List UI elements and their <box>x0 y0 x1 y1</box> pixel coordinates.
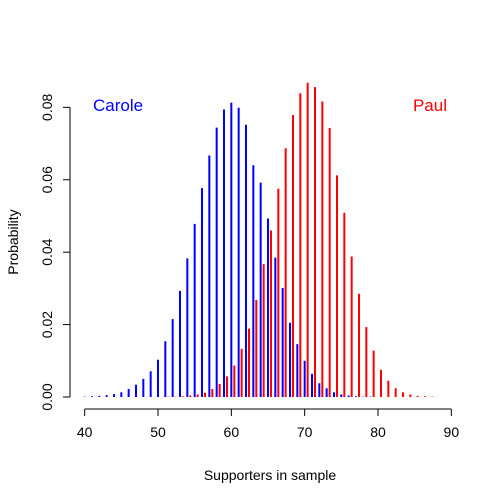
y-tick-label: 0.00 <box>39 383 55 410</box>
x-tick-label: 80 <box>370 424 386 440</box>
x-tick-label: 50 <box>150 424 166 440</box>
x-tick-label: 70 <box>297 424 313 440</box>
x-axis-ticks: 40 50 60 70 80 90 <box>77 409 459 440</box>
y-tick-label: 0.04 <box>39 238 55 265</box>
x-tick-label: 60 <box>224 424 240 440</box>
y-tick-label: 0.02 <box>39 311 55 338</box>
y-axis-ticks: 0.00 0.02 0.04 0.06 0.08 <box>39 94 70 411</box>
x-axis-title: Supporters in sample <box>204 467 337 483</box>
series-label-carole: Carole <box>93 96 143 115</box>
series-label-paul: Paul <box>413 96 447 115</box>
y-axis-title: Probability <box>5 209 21 274</box>
y-tick-label: 0.08 <box>39 94 55 121</box>
y-tick-label: 0.06 <box>39 166 55 193</box>
x-tick-label: 40 <box>77 424 93 440</box>
series-carole-bars <box>83 102 372 397</box>
series-paul-bars <box>167 82 434 397</box>
x-tick-label: 90 <box>444 424 460 440</box>
